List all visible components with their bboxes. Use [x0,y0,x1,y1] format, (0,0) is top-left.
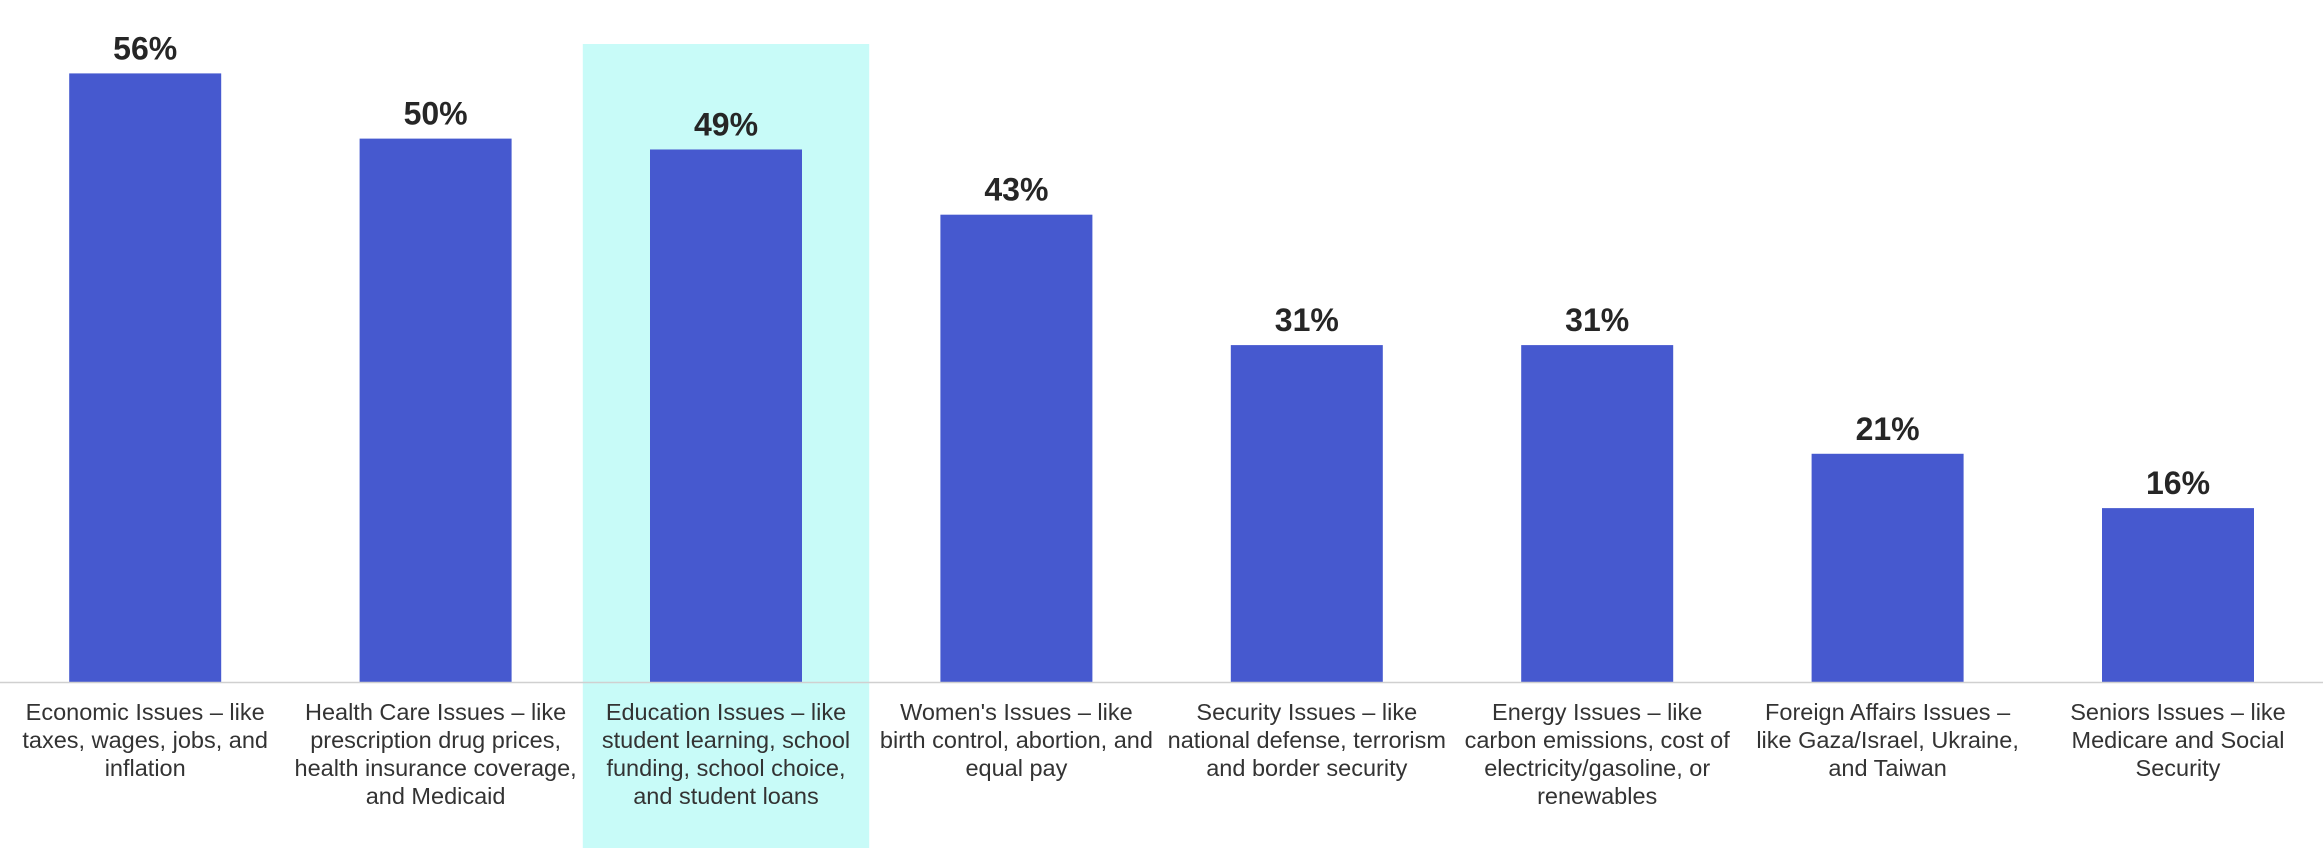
category-label-line: national defense, terrorism [1168,727,1446,753]
category-label-line: birth control, abortion, and [880,727,1153,753]
category-label-line: student learning, school [602,727,850,753]
category-label: Foreign Affairs Issues – like Gaza/Israel… [1756,699,2019,781]
category-label: Education Issues – like student learning,… [602,699,850,809]
category-label-line: renewables [1537,783,1657,809]
data-label: 31% [1275,302,1339,338]
category-label-line: Security [2136,755,2221,781]
category-label: Women's Issues – like birth control, abor… [880,699,1153,781]
category-labels-layer: Economic Issues – like taxes, wages, jobs… [22,699,2285,809]
bar [1230,345,1383,682]
category-label-line: carbon emissions, cost of [1465,727,1731,753]
category-label-line: health insurance coverage, [295,755,577,781]
category-label-line: and border security [1206,755,1407,781]
category-label-line: Energy Issues – like [1492,699,1702,725]
category-label-line: Seniors Issues – like [2070,699,2286,725]
data-label: 50% [404,96,468,132]
bar [940,214,1093,682]
category-label: Security Issues – like national defense, … [1168,699,1446,781]
category-label-line: equal pay [965,755,1067,781]
category-label-line: taxes, wages, jobs, and [22,727,268,753]
category-label-line: and student loans [633,783,819,809]
data-label: 49% [694,106,758,142]
bar [69,73,222,682]
category-label-line: funding, school choice, [606,755,845,781]
category-label-line: Medicare and Social [2072,727,2285,753]
bar [2102,508,2254,682]
data-label: 21% [1856,411,1920,447]
bar [359,138,512,682]
category-label-line: and Medicaid [366,783,506,809]
category-label: Health Care Issues – like prescription dr… [295,699,577,809]
data-label: 16% [2146,465,2210,501]
category-label: Energy Issues – like carbon emissions, co… [1465,699,1731,809]
bar [1521,345,1674,682]
category-label-line: Education Issues – like [606,699,846,725]
category-label-line: like Gaza/Israel, Ukraine, [1756,727,2019,753]
category-label-line: prescription drug prices, [310,727,561,753]
data-label: 31% [1565,302,1629,338]
category-label-line: Women's Issues – like [900,699,1133,725]
value-labels-layer: 56% 50% 49% 43% 31% 31% 21% 16% [113,30,2210,501]
bar [650,149,802,682]
data-label: 43% [984,172,1048,208]
category-label-line: Security Issues – like [1196,699,1417,725]
category-label-line: and Taiwan [1828,755,1946,781]
category-label-line: Health Care Issues – like [305,699,566,725]
category-label-line: Economic Issues – like [26,699,265,725]
category-label: Economic Issues – like taxes, wages, jobs… [22,699,268,781]
data-label: 56% [113,30,177,66]
category-label-line: Foreign Affairs Issues – [1765,699,2011,725]
category-label: Seniors Issues – like Medicare and Social… [2070,699,2286,781]
category-label-line: inflation [105,755,186,781]
category-label-line: electricity/gasoline, or [1484,755,1710,781]
bars-layer [69,73,2254,682]
bar [1811,453,1964,682]
